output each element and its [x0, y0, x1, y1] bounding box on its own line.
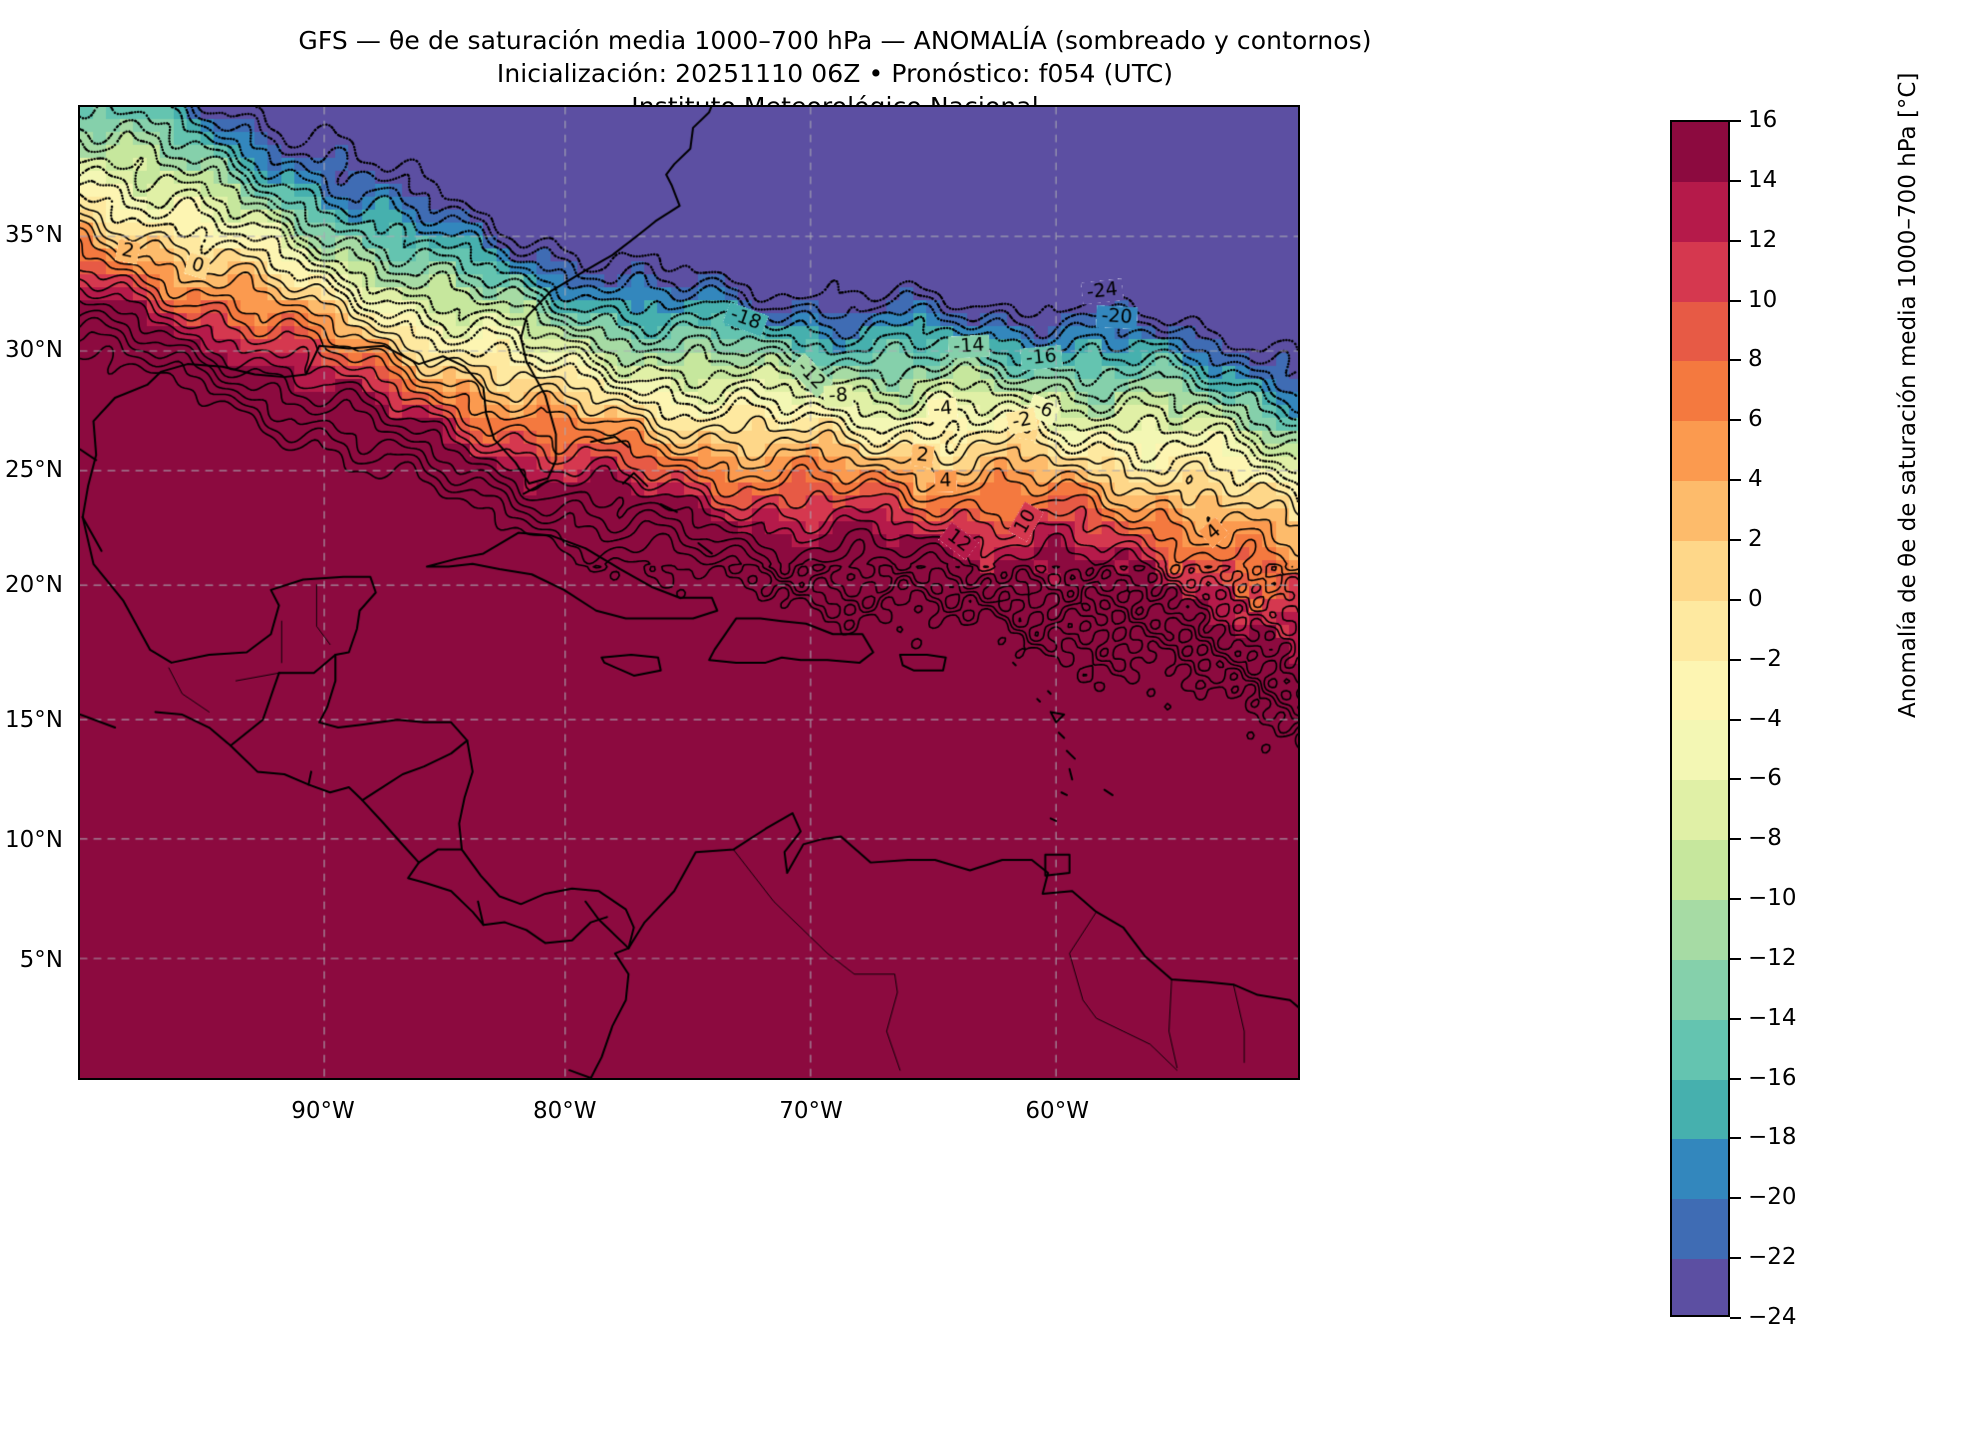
colorbar-tick-label: 4 — [1748, 466, 1763, 493]
colorbar-segment — [1672, 1019, 1728, 1080]
colorbar-segment — [1672, 1139, 1728, 1200]
colorbar-segment — [1672, 780, 1728, 841]
x-axis-tick-label: 80°W — [532, 1098, 597, 1124]
colorbar-tick-label: −2 — [1748, 645, 1782, 672]
y-axis-tick-label: 20°N — [5, 572, 63, 599]
colorbar-tick-label: −18 — [1748, 1124, 1797, 1151]
colorbar-segment — [1672, 122, 1728, 182]
colorbar-tick-label: 12 — [1748, 226, 1778, 253]
colorbar-tick — [1730, 1137, 1741, 1140]
colorbar-tick — [1730, 239, 1741, 242]
colorbar-segment — [1672, 720, 1728, 781]
colorbar-segment — [1672, 421, 1728, 482]
y-axis-tick-label: 10°N — [5, 826, 63, 853]
colorbar-axis-label: Anomalía de θe de saturación media 1000–… — [1895, 72, 1921, 718]
colorbar-tick-label: −4 — [1748, 705, 1782, 732]
colorbar-tick — [1730, 898, 1741, 901]
colorbar-tick — [1730, 538, 1741, 541]
colorbar-segment — [1672, 301, 1728, 362]
colorbar-segment — [1672, 181, 1728, 242]
colorbar-tick — [1730, 479, 1741, 482]
colorbar-tick-label: −12 — [1748, 944, 1797, 971]
colorbar-tick-label: −22 — [1748, 1244, 1797, 1271]
title-line-init-forecast: Inicialización: 20251110 06Z • Pronóstic… — [496, 59, 1174, 88]
colorbar-segment — [1672, 361, 1728, 422]
colorbar-tick-label: −8 — [1748, 825, 1782, 852]
colorbar: 16 14 12 10 8 6 4 2 0 −2 −4 −6 −8 −10 −12 −14 −16 −18 −20 −… — [1670, 107, 1797, 1330]
colorbar-segment — [1672, 1199, 1728, 1260]
y-axis-tick-label: 25°N — [5, 457, 63, 484]
colorbar-tick — [1730, 598, 1741, 601]
y-axis-tick-label: 35°N — [5, 221, 63, 248]
colorbar-tick — [1730, 658, 1741, 661]
colorbar-tick — [1730, 359, 1741, 362]
colorbar-tick-label: −16 — [1748, 1064, 1797, 1091]
colorbar-segment — [1672, 899, 1728, 960]
colorbar-segment — [1672, 660, 1728, 721]
colorbar-tick — [1730, 718, 1741, 721]
colorbar-tick-label: 6 — [1748, 406, 1763, 433]
colorbar-tick — [1730, 1077, 1741, 1080]
colorbar-segment — [1672, 1079, 1728, 1140]
colorbar-tick-label: 0 — [1748, 585, 1763, 612]
colorbar-gradient — [1670, 120, 1730, 1317]
colorbar-tick — [1730, 120, 1741, 122]
colorbar-tick-label: −10 — [1748, 885, 1797, 912]
colorbar-tick-label: −6 — [1748, 765, 1782, 792]
chart-title-block: GFS — θe de saturación media 1000–700 hP… — [0, 0, 1670, 123]
y-axis-tick-label: 30°N — [5, 337, 63, 364]
colorbar-tick-label: 2 — [1748, 525, 1763, 552]
x-axis-tick-label: 70°W — [779, 1098, 843, 1124]
colorbar-tick — [1730, 1257, 1741, 1260]
colorbar-tick-label: 16 — [1748, 107, 1778, 133]
colorbar-tick — [1730, 1197, 1741, 1200]
x-axis-tick-label: 60°W — [1025, 1098, 1089, 1124]
colorbar-tick-label: 14 — [1748, 166, 1778, 193]
colorbar-tick — [1730, 957, 1741, 960]
colorbar-segment — [1672, 241, 1728, 302]
colorbar-tick-label: 10 — [1748, 286, 1778, 313]
colorbar-tick-label: −14 — [1748, 1004, 1797, 1031]
x-axis-tick-label: 90°W — [291, 1098, 355, 1124]
y-axis-tick-label: 15°N — [5, 707, 63, 734]
colorbar-tick — [1730, 299, 1741, 302]
y-axis-tick-label: 5°N — [19, 946, 63, 973]
colorbar-segment — [1672, 481, 1728, 541]
colorbar-segment — [1672, 959, 1728, 1020]
title-line-main: GFS — θe de saturación media 1000–700 hP… — [298, 26, 1372, 55]
map-plot-area — [78, 105, 1300, 1080]
colorbar-tick-label: −20 — [1748, 1184, 1797, 1211]
colorbar-segment — [1672, 1259, 1728, 1315]
colorbar-tick — [1730, 1317, 1741, 1319]
colorbar-tick — [1730, 838, 1741, 841]
colorbar-tick — [1730, 419, 1741, 422]
colorbar-segment — [1672, 540, 1728, 601]
colorbar-segment — [1672, 840, 1728, 900]
anomaly-field-canvas — [80, 107, 1298, 1078]
colorbar-segment — [1672, 600, 1728, 661]
colorbar-tick-label: 8 — [1748, 346, 1763, 373]
colorbar-tick-label: −24 — [1748, 1304, 1797, 1330]
colorbar-tick — [1730, 179, 1741, 182]
colorbar-tick — [1730, 1017, 1741, 1020]
colorbar-tick — [1730, 778, 1741, 781]
